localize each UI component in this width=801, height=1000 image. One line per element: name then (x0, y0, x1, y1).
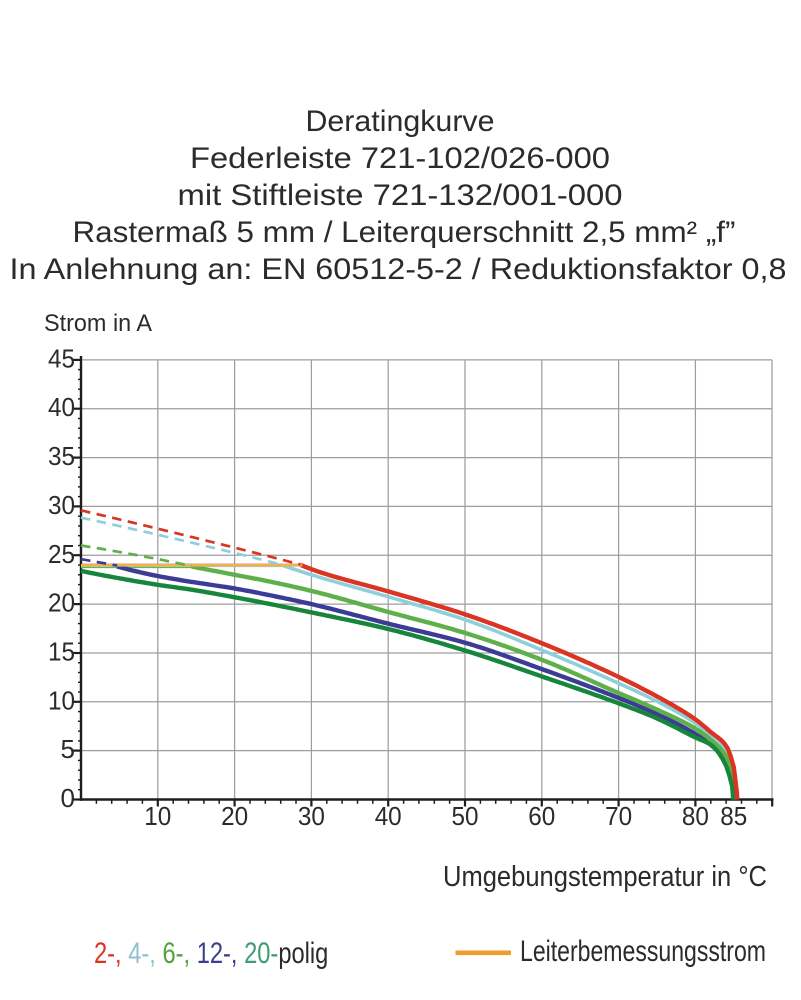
svg-text:80: 80 (682, 801, 709, 831)
svg-text:10: 10 (144, 801, 171, 831)
svg-text:30: 30 (298, 801, 325, 831)
svg-text:0: 0 (61, 783, 75, 813)
svg-text:70: 70 (605, 801, 632, 831)
svg-text:Leiterbemessungsstrom: Leiterbemessungsstrom (520, 935, 766, 968)
svg-text:2-, 4-, 6-, 12-, 20-polig: 2-, 4-, 6-, 12-, 20-polig (94, 936, 328, 969)
svg-text:In Anlehnung an: EN 60512-5-2: In Anlehnung an: EN 60512-5-2 / Reduktio… (10, 253, 787, 286)
svg-text:Federleiste 721-102/026-000: Federleiste 721-102/026-000 (190, 142, 610, 175)
svg-text:50: 50 (452, 801, 479, 831)
svg-text:35: 35 (48, 441, 75, 471)
svg-text:45: 45 (48, 343, 75, 373)
svg-text:10: 10 (48, 685, 75, 715)
svg-text:Strom in A: Strom in A (44, 310, 152, 337)
svg-text:Deratingkurve: Deratingkurve (306, 105, 495, 138)
svg-text:30: 30 (48, 490, 75, 520)
svg-text:25: 25 (48, 539, 75, 569)
svg-text:15: 15 (48, 637, 75, 667)
svg-text:85: 85 (720, 801, 747, 831)
svg-text:Umgebungstemperatur in °C: Umgebungstemperatur in °C (443, 861, 767, 893)
svg-text:20: 20 (221, 801, 248, 831)
svg-text:60: 60 (528, 801, 555, 831)
svg-text:Rastermaß 5 mm / Leiterquersch: Rastermaß 5 mm / Leiterquerschnitt 2,5 m… (73, 216, 736, 249)
svg-text:40: 40 (375, 801, 402, 831)
svg-text:mit Stiftleiste 721-132/001-00: mit Stiftleiste 721-132/001-000 (178, 179, 623, 212)
svg-text:40: 40 (48, 392, 75, 422)
svg-text:20: 20 (48, 588, 75, 618)
svg-text:5: 5 (61, 734, 75, 764)
